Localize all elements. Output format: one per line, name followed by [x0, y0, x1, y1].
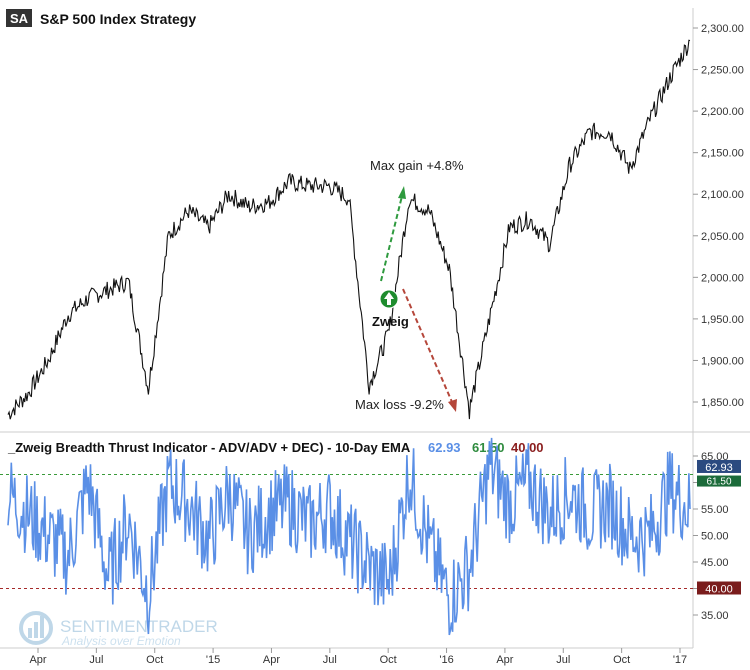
price-y-tick-label: 2,150.00: [701, 148, 744, 160]
lower-threshold-badge-text: 40.00: [705, 584, 733, 596]
indicator-legend-current: 62.93: [428, 440, 461, 455]
price-y-tick-label: 1,850.00: [701, 397, 744, 409]
x-tick-label: Oct: [146, 654, 163, 666]
sentimentrader-logo: SENTIMENTRADER Analysis over Emotion: [19, 611, 218, 648]
lower-threshold-badge: [697, 581, 741, 595]
price-y-tick-label: 2,050.00: [701, 231, 744, 243]
price-y-tick-label: 2,100.00: [701, 189, 744, 201]
header-badge-bg: [6, 9, 32, 27]
x-tick-label: '15: [206, 654, 220, 666]
price-y-tick-label: 2,250.00: [701, 65, 744, 77]
max-gain-arrow-head: [398, 186, 406, 199]
header-badge: SA: [10, 11, 29, 26]
x-tick-label: Apr: [263, 654, 280, 666]
price-y-tick-label: 1,950.00: [701, 314, 744, 326]
x-tick-label: Jul: [323, 654, 337, 666]
price-y-tick-label: 2,000.00: [701, 272, 744, 284]
price-series-line: [7, 39, 691, 420]
x-tick-label: Oct: [380, 654, 397, 666]
max-gain-label: Max gain +4.8%: [370, 158, 464, 173]
current-value-badge-text: 62.93: [705, 462, 733, 474]
x-tick-label: Jul: [89, 654, 103, 666]
indicator-legend-lower: 40.00: [511, 440, 544, 455]
logo-mark-icon: [19, 611, 53, 645]
indicator-series-line: [7, 437, 691, 636]
x-tick-label: Apr: [496, 654, 513, 666]
watermark-brand: SENTIMENTRADER: [60, 617, 218, 636]
price-y-tick-label: 2,300.00: [701, 23, 744, 35]
indicator-y-tick-label: 45.00: [701, 557, 729, 569]
max-gain-arrow: [380, 195, 403, 282]
upper-threshold-badge-text: 61.50: [706, 477, 731, 488]
indicator-y-tick-label: 35.00: [701, 610, 729, 622]
max-loss-arrow-head: [448, 399, 457, 412]
x-tick-label: '16: [439, 654, 453, 666]
zweig-signal-label: Zweig: [372, 314, 409, 329]
indicator-title: _Zweig Breadth Thrust Indicator - ADV/AD…: [7, 440, 411, 455]
price-y-tick-label: 2,200.00: [701, 106, 744, 118]
x-tick-label: Jul: [556, 654, 570, 666]
chart-title: S&P 500 Index Strategy: [40, 11, 196, 27]
price-y-axis: 2,300.00 2,250.00 2,200.00 2,150.00 2,100.00…: [693, 23, 744, 409]
indicator-y-tick-label: 55.00: [701, 504, 729, 516]
x-tick-label: Oct: [613, 654, 630, 666]
x-tick-label: '17: [673, 654, 687, 666]
max-loss-arrow: [402, 288, 453, 403]
zweig-signal-up-arrow-icon: [384, 292, 394, 305]
indicator-y-tick-label: 50.00: [701, 531, 729, 543]
upper-threshold-badge: [697, 475, 741, 487]
max-loss-label: Max loss -9.2%: [355, 397, 444, 412]
watermark-tagline: Analysis over Emotion: [61, 634, 181, 648]
x-axis: Apr Jul Oct '15 Apr Jul Oct '16 Apr Jul Oct '17: [29, 648, 687, 666]
x-tick-label: Apr: [29, 654, 46, 666]
price-y-tick-label: 1,900.00: [701, 355, 744, 367]
current-value-badge: [697, 459, 741, 473]
